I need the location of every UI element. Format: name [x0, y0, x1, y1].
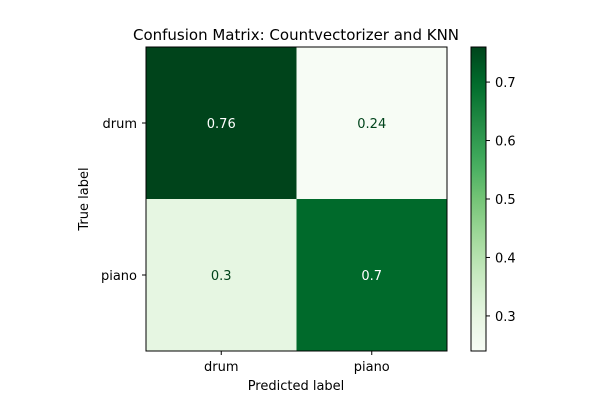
- y-axis-label: True label: [77, 167, 92, 231]
- colorbar-tick-label: 0.3: [495, 310, 516, 325]
- heatmap-cell: [296, 199, 447, 351]
- x-tick-label: drum: [204, 360, 239, 375]
- chart-title: Confusion Matrix: Countvectorizer and KN…: [133, 26, 459, 44]
- cell-value-label: 0.76: [207, 117, 236, 132]
- heatmap-frame: [145, 46, 448, 352]
- x-tick-label: piano: [354, 360, 390, 375]
- x-axis-ticks: drum piano: [204, 351, 390, 375]
- y-tick-label: piano: [101, 269, 137, 284]
- cell-value-label: 0.3: [211, 269, 232, 284]
- y-axis-ticks: drum piano: [101, 117, 146, 284]
- heatmap-cell: [296, 47, 447, 199]
- colorbar: [470, 46, 487, 352]
- heatmap-cell-labels: 0.76 0.24 0.3 0.7: [207, 117, 386, 284]
- colorbar-ticks: 0.3 0.4 0.5 0.6 0.7: [486, 76, 516, 325]
- heatmap-cells: [146, 47, 447, 351]
- x-axis-label: Predicted label: [248, 379, 345, 394]
- heatmap-cell: [146, 47, 297, 199]
- colorbar-tick-label: 0.6: [495, 135, 516, 150]
- cell-value-label: 0.7: [361, 269, 382, 284]
- cell-value-label: 0.24: [357, 117, 386, 132]
- y-tick-label: drum: [103, 117, 138, 132]
- colorbar-tick-label: 0.4: [495, 251, 516, 266]
- colorbar-tick-label: 0.7: [495, 76, 516, 91]
- colorbar-tick-label: 0.5: [495, 193, 516, 208]
- heatmap-cell: [146, 199, 297, 351]
